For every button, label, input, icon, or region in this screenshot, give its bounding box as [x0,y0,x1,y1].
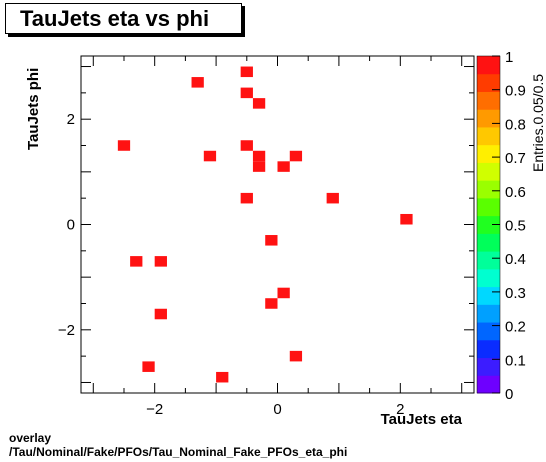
chart-title: TauJets eta vs phi [20,6,210,31]
heatmap-bin-1 [191,77,204,88]
color-scale-band [477,375,500,394]
z-tick-label: 0.7 [505,150,526,167]
z-tick-label: 1 [505,49,513,66]
color-scale-band [477,268,500,288]
heatmap-bin-11 [240,192,253,204]
heatmap-bin-5 [240,140,253,151]
color-scale-band [477,109,500,128]
x-axis-label: TauJets eta [381,411,463,428]
heatmap-bin-16 [154,256,167,267]
z-axis-label: Entries.0.05/0.5 [530,74,546,172]
y-tick-label: 0 [67,217,75,234]
x-tick-label: −2 [146,401,163,418]
heatmap-bin-6 [203,150,217,162]
y-axis-label: TauJets phi [25,68,42,150]
heatmap-bin-0 [240,66,253,78]
heatmap-bin-18 [265,298,278,309]
z-tick-label: 0 [505,386,513,403]
color-scale-band [477,339,500,359]
z-tick-label: 0.4 [505,251,526,268]
color-scale-band [477,91,500,110]
heatmap-bin-10 [277,161,290,172]
color-scale-band [477,357,500,376]
heatmap-bin-15 [130,256,143,267]
color-scale-band [477,56,500,75]
color-scale-band [477,144,500,163]
heatmap-bin-22 [216,371,229,383]
color-scale-band [477,162,500,181]
z-tick-label: 0.9 [505,83,526,100]
x-tick-label: 0 [273,401,281,418]
heatmap-bin-20 [289,350,303,362]
z-tick-label: 0.3 [505,285,526,302]
y-tick-label: −2 [58,322,75,339]
z-tick-label: 0.1 [505,352,526,369]
x-tick-label: 2 [396,401,404,418]
heatmap-bin-21 [142,361,155,372]
color-scale-band [477,286,500,305]
color-scale: 0 0.1 0.2 0.3 0.4 0.5 0.6 0.7 0.8 0.9 1 [476,49,526,403]
heatmap-bin-17 [277,287,290,299]
footer-path-label: /Tau/Nominal/Fake/PFOs/Tau_Nominal_Fake_… [9,445,348,459]
axis-layer: −2 0 2 −2 0 2 [58,56,474,418]
heatmap-bin-7 [252,150,266,162]
color-scale-band [477,126,500,146]
heatmap-bin-13 [400,213,413,225]
heatmap-bin-8 [289,150,303,162]
heatmap-bin-14 [265,235,278,246]
color-scale-band [477,180,500,199]
bins-layer [117,66,413,383]
color-scale-band [477,73,500,92]
heatmap-bin-9 [252,161,266,172]
heatmap-bin-3 [252,98,266,109]
color-scale-band [477,197,500,217]
color-scale-band [477,251,500,270]
footer-overlay-label: overlay [9,431,52,445]
color-scale-band [477,322,500,341]
heatmap-bin-12 [326,192,339,204]
z-tick-label: 0.8 [505,116,526,133]
z-tick-label: 0.5 [505,218,526,235]
z-tick-label: 0.2 [505,319,526,336]
color-scale-band [477,215,500,234]
heatmap-bin-2 [240,87,253,99]
color-scale-band [477,304,500,323]
heatmap-bin-4 [117,140,131,151]
color-scale-band [477,233,500,252]
plot-frame [80,55,475,394]
z-tick-label: 0.6 [505,184,526,201]
heatmap-bin-19 [154,308,167,320]
title-box: TauJets eta vs phi [5,3,242,34]
y-tick-label: 2 [67,111,75,128]
